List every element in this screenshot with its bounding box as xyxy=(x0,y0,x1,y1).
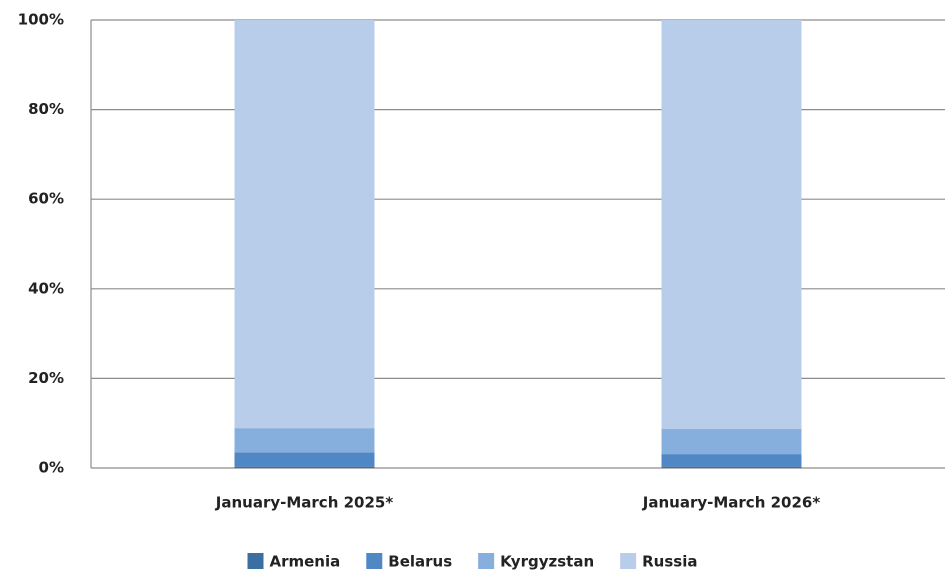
x-tick-label: January-March 2025* xyxy=(215,494,394,512)
bar-segment xyxy=(661,454,802,467)
legend-label: Belarus xyxy=(388,553,452,571)
y-tick-label: 80% xyxy=(28,100,64,118)
legend-label: Russia xyxy=(642,553,697,571)
y-tick-label: 60% xyxy=(28,190,64,208)
y-tick-label: 100% xyxy=(18,11,64,29)
bar-segment xyxy=(234,452,375,467)
bar-segment xyxy=(234,428,375,453)
y-tick-label: 40% xyxy=(28,279,64,297)
legend-label: Armenia xyxy=(270,553,341,571)
legend-swatch xyxy=(247,553,264,569)
bar-segment xyxy=(661,20,802,430)
bar-segment xyxy=(661,466,802,468)
x-tick-label: January-March 2026* xyxy=(642,494,821,512)
y-tick-label: 0% xyxy=(39,459,64,477)
y-tick-label: 20% xyxy=(28,369,64,387)
bar-segment xyxy=(661,429,802,455)
legend-swatch xyxy=(478,553,495,569)
bar-segment xyxy=(234,20,375,429)
legend-swatch xyxy=(366,553,383,569)
legend-swatch xyxy=(620,553,637,569)
bar-segment xyxy=(234,466,375,468)
legend-label: Kyrgyzstan xyxy=(500,553,594,571)
